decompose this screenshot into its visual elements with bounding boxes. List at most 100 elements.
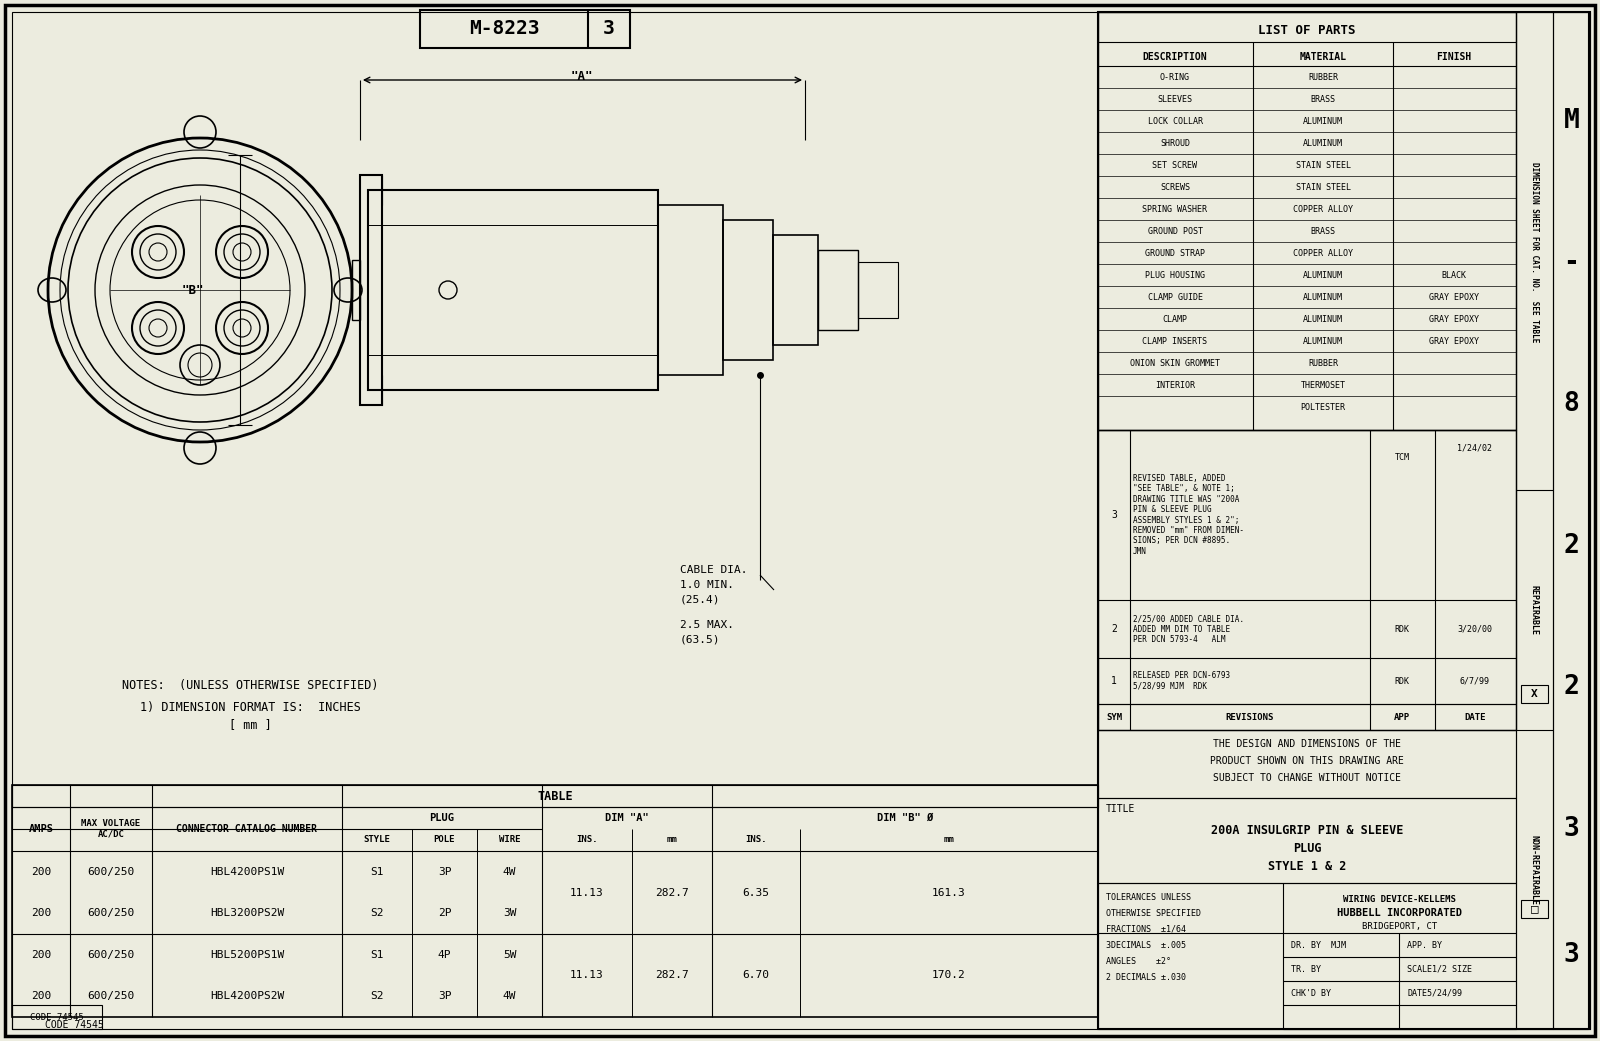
Text: TCM: TCM — [1395, 454, 1410, 462]
Text: REPAIRABLE: REPAIRABLE — [1530, 585, 1539, 635]
Text: S2: S2 — [370, 908, 384, 918]
Text: 6.70: 6.70 — [742, 970, 770, 981]
Bar — [368, 191, 658, 390]
Text: STYLE 1 & 2: STYLE 1 & 2 — [1267, 860, 1346, 872]
Bar — [818, 250, 858, 330]
Text: ALUMINUM: ALUMINUM — [1302, 293, 1342, 302]
Text: INTERIOR: INTERIOR — [1155, 381, 1195, 389]
Bar — [723, 220, 773, 360]
Bar — [1522, 685, 1549, 703]
Text: TOLERANCES UNLESS: TOLERANCES UNLESS — [1106, 892, 1190, 902]
Text: 5W: 5W — [502, 949, 517, 960]
Text: O-RING: O-RING — [1160, 73, 1190, 81]
Bar — [1098, 883, 1517, 1029]
Text: -: - — [1563, 250, 1579, 276]
Bar — [13, 1005, 102, 1029]
Text: SCALE1/2 SIZE: SCALE1/2 SIZE — [1406, 965, 1472, 973]
Text: CLAMP GUIDE: CLAMP GUIDE — [1147, 293, 1203, 302]
Text: 2: 2 — [1563, 675, 1579, 701]
Text: 600/250: 600/250 — [88, 908, 134, 918]
Text: FRACTIONS  ±1/64: FRACTIONS ±1/64 — [1106, 924, 1186, 934]
Text: M-8223: M-8223 — [469, 20, 539, 39]
Text: STYLE: STYLE — [363, 836, 390, 844]
Text: THE DESIGN AND DIMENSIONS OF THE: THE DESIGN AND DIMENSIONS OF THE — [1213, 739, 1402, 750]
Text: RELEASED PER DCN-6793
5/28/99 MJM  RDK: RELEASED PER DCN-6793 5/28/99 MJM RDK — [1133, 671, 1230, 690]
Text: SUBJECT TO CHANGE WITHOUT NOTICE: SUBJECT TO CHANGE WITHOUT NOTICE — [1213, 773, 1402, 783]
Bar — [858, 262, 898, 318]
Text: □: □ — [1531, 903, 1538, 915]
Text: NOTES:  (UNLESS OTHERWISE SPECIFIED): NOTES: (UNLESS OTHERWISE SPECIFIED) — [122, 679, 378, 691]
Text: 200: 200 — [30, 867, 51, 877]
Text: REVISED TABLE, ADDED
"SEE TABLE", & NOTE 1;
DRAWING TITLE WAS "200A
PIN & SLEEVE: REVISED TABLE, ADDED "SEE TABLE", & NOTE… — [1133, 474, 1245, 556]
Text: CONNECTOR CATALOG NUMBER: CONNECTOR CATALOG NUMBER — [176, 824, 317, 834]
Text: (25.4): (25.4) — [680, 595, 720, 605]
Text: 2P: 2P — [438, 908, 451, 918]
Text: ALUMINUM: ALUMINUM — [1302, 117, 1342, 126]
Bar — [773, 235, 818, 345]
Text: 3W: 3W — [502, 908, 517, 918]
Bar — [13, 785, 1098, 807]
Text: TITLE: TITLE — [1106, 804, 1136, 814]
Text: MAX VOLTAGE
AC/DC: MAX VOLTAGE AC/DC — [82, 819, 141, 839]
Text: THERMOSET: THERMOSET — [1301, 381, 1346, 389]
Text: HBL5200PS1W: HBL5200PS1W — [210, 949, 285, 960]
Text: S1: S1 — [370, 867, 384, 877]
Text: (63.5): (63.5) — [680, 635, 720, 645]
Text: APP: APP — [1394, 712, 1410, 721]
Text: 11.13: 11.13 — [570, 888, 603, 897]
Text: SPRING WASHER: SPRING WASHER — [1142, 204, 1208, 213]
Text: 200A INSULGRIP PIN & SLEEVE: 200A INSULGRIP PIN & SLEEVE — [1211, 823, 1403, 837]
Text: RDK: RDK — [1395, 625, 1410, 634]
Text: STAIN STEEL: STAIN STEEL — [1296, 160, 1350, 170]
Text: PRODUCT SHOWN ON THIS DRAWING ARE: PRODUCT SHOWN ON THIS DRAWING ARE — [1210, 756, 1403, 766]
Bar — [184, 577, 216, 609]
Text: CLAMP: CLAMP — [1163, 314, 1187, 324]
Text: CLAMP INSERTS: CLAMP INSERTS — [1142, 336, 1208, 346]
Text: mm: mm — [667, 836, 677, 844]
Text: GROUND POST: GROUND POST — [1147, 227, 1203, 235]
Text: 3: 3 — [1110, 510, 1117, 520]
Text: GRAY EPOXY: GRAY EPOXY — [1429, 314, 1478, 324]
Text: DIM "A": DIM "A" — [605, 813, 650, 823]
Text: MATERIAL: MATERIAL — [1299, 52, 1347, 62]
Bar — [1554, 12, 1590, 1029]
Text: AMPS: AMPS — [29, 824, 53, 834]
Text: BRASS: BRASS — [1310, 227, 1336, 235]
Bar — [13, 785, 1098, 1017]
Bar — [1098, 12, 1517, 430]
Text: 2.5 MAX.: 2.5 MAX. — [680, 620, 734, 630]
Bar — [1517, 12, 1554, 1029]
Text: SYM: SYM — [1106, 712, 1122, 721]
Bar — [1098, 730, 1517, 798]
Text: 11.13: 11.13 — [570, 970, 603, 981]
Text: PLUG HOUSING: PLUG HOUSING — [1146, 271, 1205, 279]
Text: 2: 2 — [1563, 533, 1579, 559]
Text: 282.7: 282.7 — [654, 970, 690, 981]
Text: 6.35: 6.35 — [742, 888, 770, 897]
Text: COPPER ALLOY: COPPER ALLOY — [1293, 204, 1354, 213]
Text: LOCK COLLAR: LOCK COLLAR — [1147, 117, 1203, 126]
Text: [ mm ]: [ mm ] — [229, 718, 272, 732]
Bar — [1098, 12, 1590, 1029]
Text: WIRING DEVICE-KELLEMS: WIRING DEVICE-KELLEMS — [1342, 894, 1456, 904]
Text: CABLE DIA.: CABLE DIA. — [680, 565, 747, 575]
Text: ALUMINUM: ALUMINUM — [1302, 271, 1342, 279]
Text: X: X — [1531, 689, 1538, 699]
Text: 3P: 3P — [438, 867, 451, 877]
Text: 200: 200 — [30, 991, 51, 1001]
Text: LIST OF PARTS: LIST OF PARTS — [1258, 24, 1355, 36]
Text: 170.2: 170.2 — [933, 970, 966, 981]
Text: FINISH: FINISH — [1437, 52, 1472, 62]
Text: DESCRIPTION: DESCRIPTION — [1142, 52, 1208, 62]
Text: DIMENSION SHEET FOR CAT. NO.  SEE TABLE: DIMENSION SHEET FOR CAT. NO. SEE TABLE — [1530, 161, 1539, 342]
Bar — [1522, 900, 1549, 918]
Text: 1) DIMENSION FORMAT IS:  INCHES: 1) DIMENSION FORMAT IS: INCHES — [139, 701, 360, 713]
Text: 600/250: 600/250 — [88, 991, 134, 1001]
Bar — [1098, 430, 1517, 730]
Text: ONION SKIN GROMMET: ONION SKIN GROMMET — [1130, 358, 1221, 367]
Text: INS.: INS. — [746, 836, 766, 844]
Text: HBL4200PS2W: HBL4200PS2W — [210, 991, 285, 1001]
Text: PLUG: PLUG — [1293, 841, 1322, 855]
Text: 6/7/99: 6/7/99 — [1459, 677, 1490, 686]
Text: 600/250: 600/250 — [88, 949, 134, 960]
